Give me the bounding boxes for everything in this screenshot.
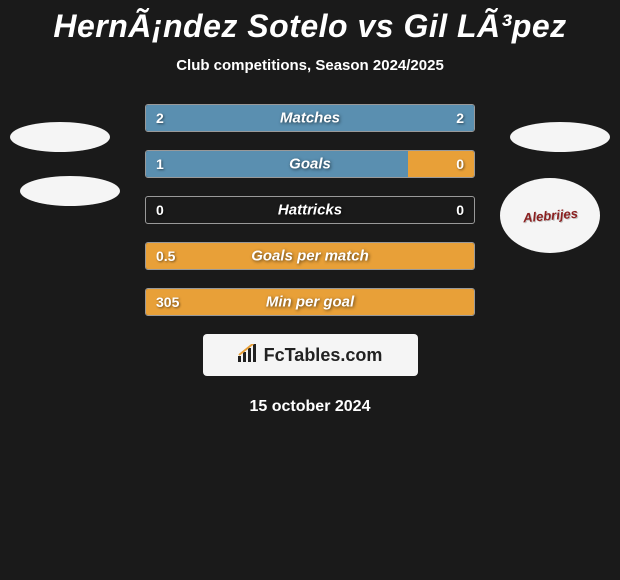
- bar-container: 1 0 Goals: [145, 150, 475, 178]
- bar-container: 2 2 Matches: [145, 104, 475, 132]
- stat-row: 305 Min per goal: [0, 288, 620, 316]
- stat-label: Goals: [289, 156, 331, 173]
- bar-container: 0.5 Goals per match: [145, 242, 475, 270]
- player-left-logo-2: [20, 176, 120, 206]
- stat-label: Hattricks: [278, 202, 342, 219]
- subtitle: Club competitions, Season 2024/2025: [0, 57, 620, 74]
- chart-icon: [238, 344, 260, 367]
- stat-label: Goals per match: [251, 248, 369, 265]
- stat-row: 1 0 Goals: [0, 150, 620, 178]
- bar-left-fill: [146, 151, 408, 177]
- stat-left-value: 1: [156, 156, 164, 172]
- stat-right-value: 0: [456, 156, 464, 172]
- alebrijes-label: Alebrijes: [522, 206, 578, 226]
- stat-right-value: 0: [456, 202, 464, 218]
- player-right-logo-1: [510, 122, 610, 152]
- player-left-logo-1: [10, 122, 110, 152]
- stat-right-value: 2: [456, 110, 464, 126]
- bar-container: 305 Min per goal: [145, 288, 475, 316]
- fctables-box: FcTables.com: [203, 334, 418, 376]
- bar-container: 0 0 Hattricks: [145, 196, 475, 224]
- stat-label: Matches: [280, 110, 340, 127]
- stat-left-value: 305: [156, 294, 179, 310]
- date-label: 15 october 2024: [0, 398, 620, 416]
- player-right-logo-2: Alebrijes: [500, 178, 600, 253]
- page-title: HernÃ¡ndez Sotelo vs Gil LÃ³pez: [0, 8, 620, 45]
- fctables-text: FcTables.com: [264, 345, 383, 366]
- stat-left-value: 0.5: [156, 248, 175, 264]
- stat-left-value: 0: [156, 202, 164, 218]
- fctables-label: FcTables.com: [238, 344, 383, 367]
- stat-left-value: 2: [156, 110, 164, 126]
- stat-label: Min per goal: [266, 294, 354, 311]
